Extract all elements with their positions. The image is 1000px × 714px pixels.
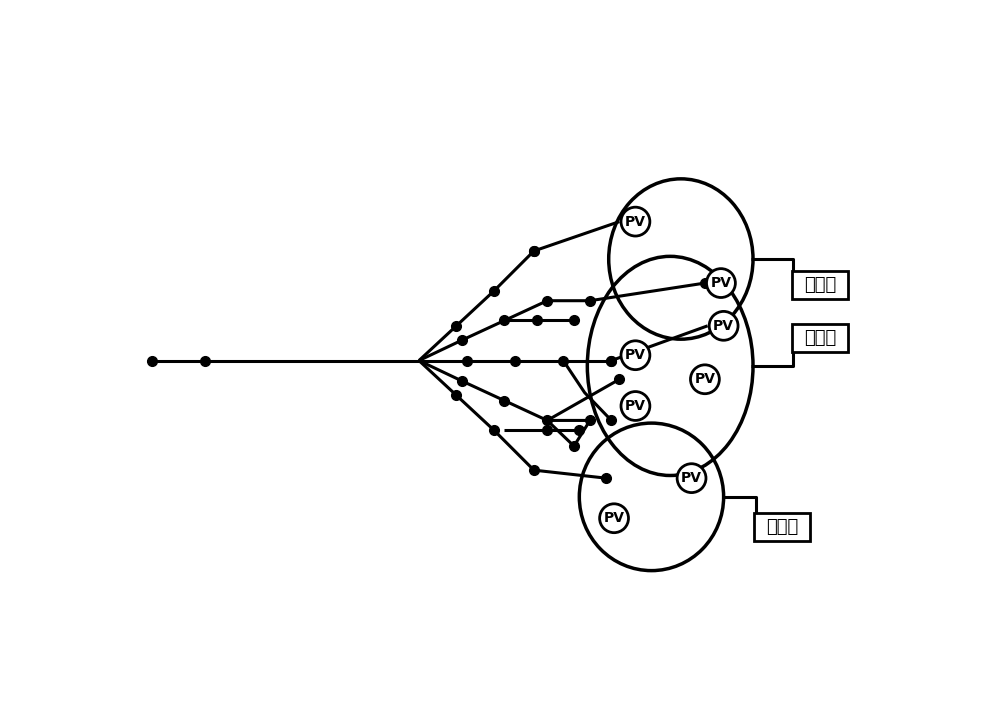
Circle shape — [621, 207, 650, 236]
Text: PV: PV — [625, 348, 646, 362]
Circle shape — [690, 365, 719, 393]
Text: PV: PV — [681, 471, 702, 485]
Text: PV: PV — [710, 276, 731, 290]
Text: 负荷２: 负荷２ — [804, 329, 836, 347]
FancyBboxPatch shape — [792, 324, 848, 352]
Circle shape — [621, 391, 650, 421]
FancyBboxPatch shape — [792, 271, 848, 298]
Circle shape — [677, 463, 706, 493]
Circle shape — [709, 311, 738, 341]
Text: PV: PV — [694, 372, 715, 386]
Circle shape — [707, 268, 735, 298]
Circle shape — [600, 504, 628, 533]
Text: PV: PV — [604, 511, 625, 526]
Circle shape — [621, 341, 650, 370]
FancyBboxPatch shape — [754, 513, 810, 541]
Text: PV: PV — [625, 215, 646, 228]
Text: PV: PV — [713, 319, 734, 333]
Text: 负荷１: 负荷１ — [804, 276, 836, 293]
Text: PV: PV — [625, 399, 646, 413]
Text: 负荷３: 负荷３ — [766, 518, 799, 536]
